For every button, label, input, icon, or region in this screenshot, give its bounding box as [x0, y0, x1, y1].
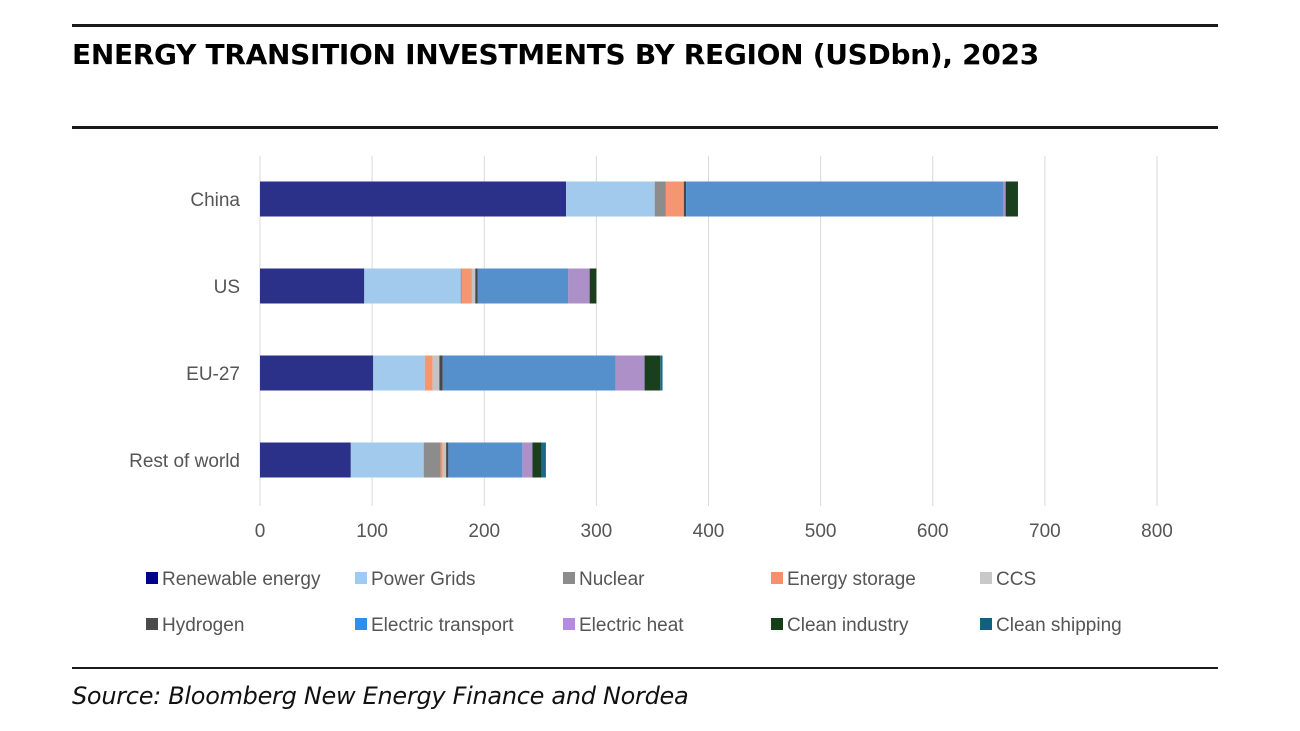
legend-item: Energy storage	[771, 569, 916, 590]
bar-segment	[440, 442, 443, 478]
bar-segment	[442, 355, 616, 391]
bar-segment	[423, 442, 441, 478]
legend-label: Hydrogen	[162, 615, 244, 636]
bar-segment	[615, 355, 645, 391]
legend-label: Clean shipping	[996, 615, 1122, 636]
legend-label: Nuclear	[579, 569, 645, 590]
x-tick-label: 700	[1029, 521, 1061, 542]
x-tick-label: 800	[1141, 521, 1173, 542]
bar-segment	[654, 181, 666, 217]
bar-segment	[1005, 181, 1018, 217]
x-tick-label: 400	[693, 521, 725, 542]
legend-swatch	[355, 572, 367, 584]
category-label: EU-27	[186, 364, 240, 385]
legend-item: Nuclear	[563, 569, 645, 590]
chart-title: ENERGY TRANSITION INVESTMENTS BY REGION …	[72, 38, 1039, 71]
bar-segment	[683, 181, 687, 217]
legend-swatch	[355, 618, 367, 630]
bar-segment	[665, 181, 684, 217]
bar-segment	[442, 442, 447, 478]
legend-label: Electric transport	[371, 615, 514, 636]
bar-segment	[260, 355, 374, 391]
category-labels: China US EU-27 Rest of world	[129, 190, 240, 472]
x-tick-label: 600	[917, 521, 949, 542]
bar-segment	[660, 355, 663, 391]
bars	[260, 181, 1018, 478]
legend-item: CCS	[980, 569, 1036, 590]
legend-item: Electric transport	[355, 615, 514, 636]
legend-item: Electric heat	[563, 615, 684, 636]
top-rule	[72, 24, 1218, 27]
legend-swatch	[563, 618, 575, 630]
category-label: US	[214, 277, 240, 298]
legend-swatch	[146, 618, 158, 630]
source-rule	[72, 667, 1218, 669]
bar-segment	[260, 268, 365, 304]
bar-segment	[260, 181, 567, 217]
legend-item: Renewable energy	[146, 569, 321, 590]
bar-segment	[260, 442, 351, 478]
source-note: Source: Bloomberg New Energy Finance and…	[72, 682, 689, 710]
bar-segment	[475, 268, 478, 304]
legend-swatch	[563, 572, 575, 584]
legend-label: Energy storage	[787, 569, 916, 590]
legend-swatch	[146, 572, 158, 584]
bar-segment	[448, 442, 523, 478]
x-tick-label: 0	[255, 521, 266, 542]
x-tick-label: 100	[356, 521, 388, 542]
legend-item: Hydrogen	[146, 615, 244, 636]
bar-segment	[589, 268, 597, 304]
bar-segment	[532, 442, 542, 478]
legend-item: Clean shipping	[980, 615, 1122, 636]
bar-segment	[568, 268, 590, 304]
legend-label: CCS	[996, 569, 1036, 590]
bar-segment	[477, 268, 569, 304]
bar-segment	[461, 268, 472, 304]
legend-label: Renewable energy	[162, 569, 321, 590]
legend-swatch	[771, 572, 783, 584]
bar-segment	[439, 355, 443, 391]
bar-segment	[350, 442, 424, 478]
category-label: Rest of world	[129, 451, 240, 472]
legend-item: Power Grids	[355, 569, 476, 590]
bar-segment	[644, 355, 661, 391]
legend-label: Clean industry	[787, 615, 909, 636]
legend-swatch	[771, 618, 783, 630]
legend-label: Electric heat	[579, 615, 684, 636]
bar-segment	[522, 442, 533, 478]
bar-segment	[460, 268, 462, 304]
x-tick-label: 500	[805, 521, 837, 542]
bar-segment	[364, 268, 461, 304]
legend-swatch	[980, 618, 992, 630]
legend: Renewable energy Power Grids Nuclear Energy…	[146, 569, 1122, 636]
bar-segment	[446, 442, 449, 478]
x-tick-labels: 0 100 200 300 400 500 600 700 800	[255, 521, 1173, 542]
x-tick-label: 200	[468, 521, 500, 542]
bar-segment	[566, 181, 655, 217]
x-tick-label: 300	[581, 521, 613, 542]
bar-segment	[541, 442, 546, 478]
bar-segment	[471, 268, 476, 304]
bar-segment	[686, 181, 1004, 217]
bar-segment	[1003, 181, 1006, 217]
legend-swatch	[980, 572, 992, 584]
bar-segment	[432, 355, 440, 391]
category-label: China	[190, 190, 240, 211]
title-rule	[72, 126, 1218, 129]
bar-segment	[424, 355, 433, 391]
bar-segment	[373, 355, 425, 391]
legend-item: Clean industry	[771, 615, 909, 636]
legend-label: Power Grids	[371, 569, 476, 590]
